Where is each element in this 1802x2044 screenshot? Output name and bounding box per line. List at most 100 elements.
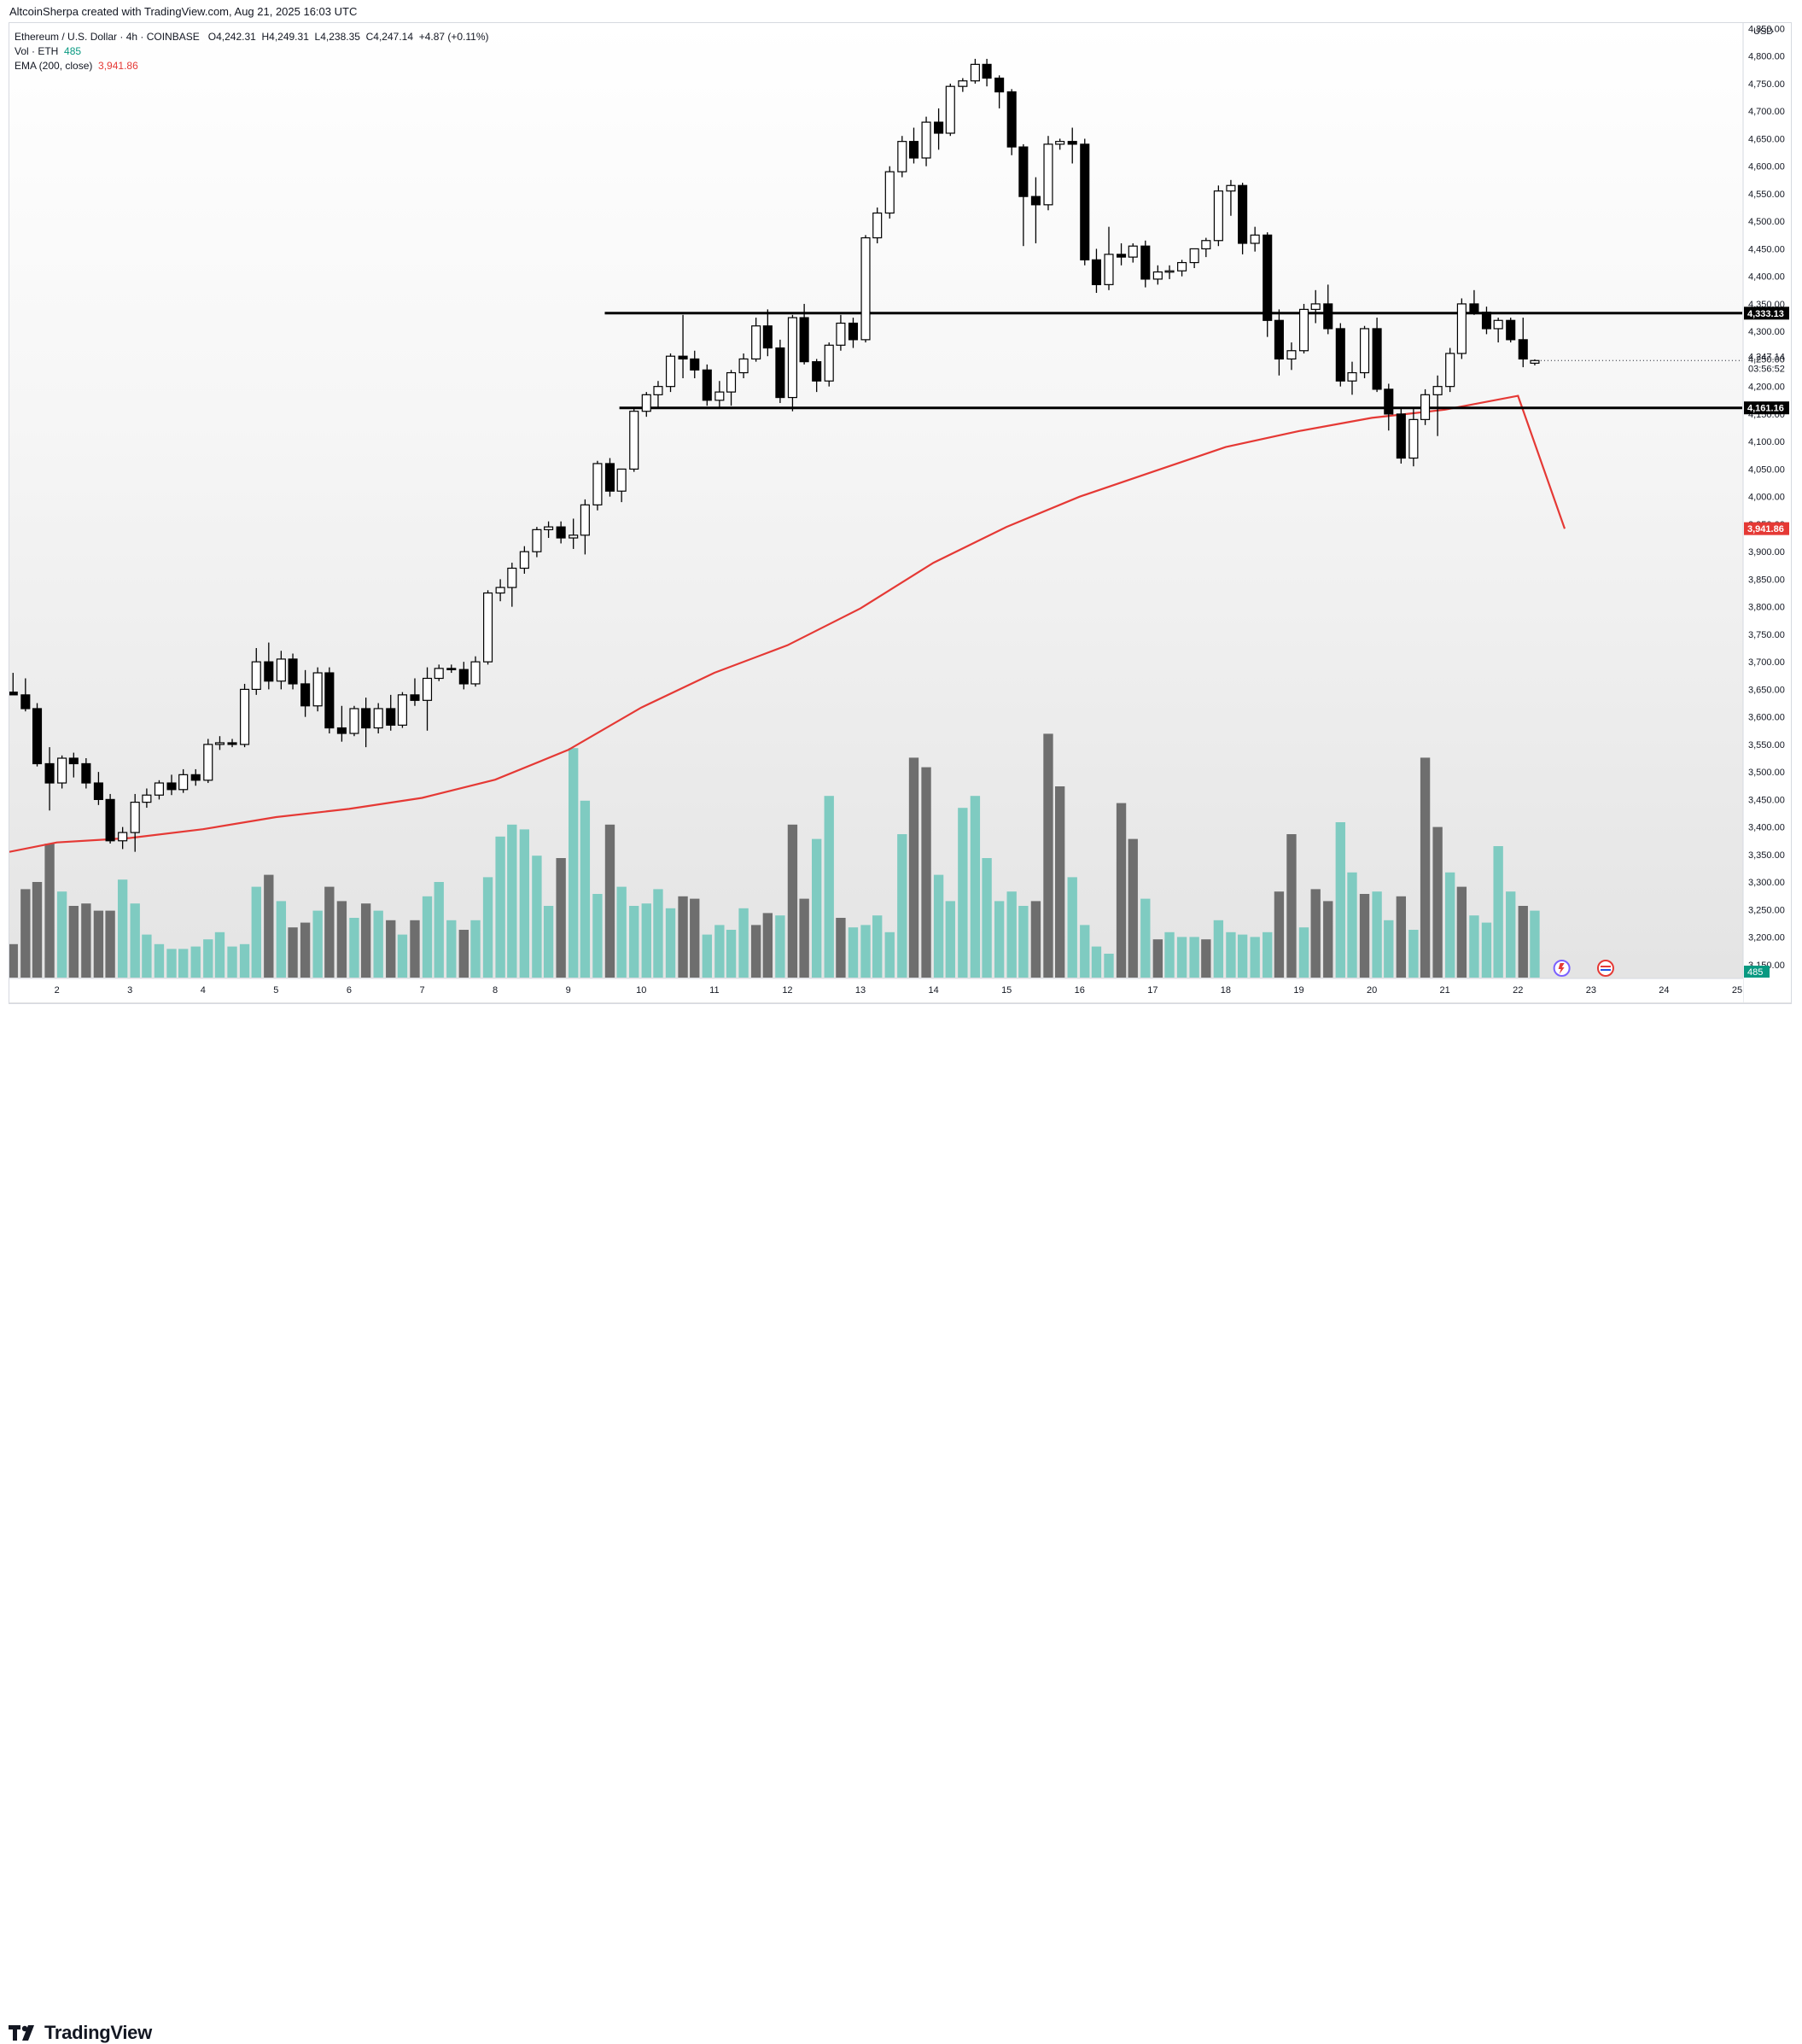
candle-body[interactable] — [1372, 328, 1382, 390]
candle-body[interactable] — [824, 344, 834, 382]
candle-body[interactable] — [544, 526, 554, 530]
candle-body[interactable] — [1152, 271, 1163, 280]
candle-body[interactable] — [1481, 312, 1492, 330]
candle-body[interactable] — [665, 355, 676, 388]
candle-body[interactable] — [532, 529, 542, 552]
candle-body[interactable] — [1067, 141, 1077, 145]
candle-body[interactable] — [349, 708, 359, 734]
chart-panel[interactable]: USD 3,150.00 3,200.00 3,250.00 3,300.00 3,350… — [9, 22, 1792, 1004]
candle-body[interactable] — [970, 63, 980, 82]
candle-body[interactable] — [1335, 328, 1345, 382]
candle-body[interactable] — [458, 669, 469, 685]
candle-body[interactable] — [812, 361, 822, 382]
candle-body[interactable] — [1043, 143, 1053, 206]
economic-event-flag-icon[interactable] — [1596, 960, 1614, 977]
candle-body[interactable] — [276, 658, 286, 682]
candle-body[interactable] — [678, 355, 688, 360]
candle-body[interactable] — [1530, 359, 1540, 364]
candle-body[interactable] — [908, 141, 919, 159]
candle-body[interactable] — [921, 121, 931, 159]
candle-body[interactable] — [240, 688, 250, 745]
candle-body[interactable] — [1104, 254, 1114, 285]
candle-body[interactable] — [787, 317, 797, 399]
candle-body[interactable] — [836, 322, 846, 346]
candle-body[interactable] — [227, 742, 237, 745]
candle-body[interactable] — [203, 744, 213, 781]
candle-body[interactable] — [1396, 413, 1406, 459]
candle-body[interactable] — [799, 317, 809, 363]
candle-body[interactable] — [860, 237, 871, 341]
candle-body[interactable] — [1408, 418, 1419, 459]
candle-body[interactable] — [1310, 303, 1321, 310]
candle-body[interactable] — [361, 708, 371, 729]
candle-body[interactable] — [470, 661, 481, 685]
candle-body[interactable] — [1445, 353, 1455, 388]
candle-body[interactable] — [897, 141, 907, 172]
candle-body[interactable] — [397, 694, 407, 726]
candle-body[interactable] — [130, 802, 140, 833]
candle-body[interactable] — [884, 171, 895, 214]
candle-body[interactable] — [154, 782, 164, 796]
candle-body[interactable] — [1030, 196, 1041, 206]
candle-body[interactable] — [20, 694, 31, 710]
candle-body[interactable] — [945, 85, 955, 134]
candle-body[interactable] — [1432, 386, 1443, 395]
candle-body[interactable] — [580, 504, 590, 536]
candle-body[interactable] — [1420, 394, 1431, 420]
candle-body[interactable] — [1189, 248, 1199, 264]
candle-body[interactable] — [288, 658, 298, 685]
candle-body[interactable] — [1055, 141, 1065, 145]
candle-body[interactable] — [105, 798, 115, 842]
candle-body[interactable] — [1469, 303, 1479, 313]
candle-body[interactable] — [653, 386, 663, 395]
candle-body[interactable] — [1213, 190, 1223, 242]
candle-body[interactable] — [751, 325, 761, 360]
candle-body[interactable] — [1274, 319, 1284, 360]
candle-body[interactable] — [166, 782, 177, 791]
candle-body[interactable] — [214, 742, 225, 745]
candle-body[interactable] — [1286, 350, 1297, 360]
candle-body[interactable] — [569, 534, 579, 539]
candle-body[interactable] — [483, 592, 493, 663]
price-chart[interactable]: USD3,150.003,200.003,250.003,300.003,350… — [9, 23, 1791, 1003]
candle-body[interactable] — [507, 567, 517, 588]
candle-body[interactable] — [616, 468, 627, 492]
candle-body[interactable] — [251, 661, 261, 690]
candle-body[interactable] — [519, 551, 529, 569]
candle-body[interactable] — [336, 727, 347, 734]
candle-body[interactable] — [1263, 234, 1273, 321]
candle-body[interactable] — [57, 757, 67, 784]
candle-body[interactable] — [982, 63, 992, 79]
candle-body[interactable] — [1128, 245, 1138, 258]
candle-body[interactable] — [324, 672, 335, 729]
candle-body[interactable] — [264, 661, 274, 682]
candle-body[interactable] — [1323, 303, 1333, 330]
candle-body[interactable] — [702, 369, 712, 401]
candle-body[interactable] — [495, 587, 505, 594]
time-axis[interactable] — [9, 978, 1743, 1002]
candle-body[interactable] — [386, 708, 396, 726]
candle-body[interactable] — [958, 80, 968, 87]
tradingview-logo[interactable]: TradingView — [9, 2022, 152, 2044]
candle-body[interactable] — [762, 325, 773, 349]
candle-body[interactable] — [1018, 146, 1029, 197]
candle-body[interactable] — [1080, 143, 1090, 260]
candle-body[interactable] — [629, 411, 639, 470]
ema-legend-row[interactable]: EMA (200, close) 3,941.86 — [15, 59, 489, 73]
candle-body[interactable] — [1177, 261, 1187, 272]
candle-body[interactable] — [178, 774, 189, 791]
ema-200-line[interactable] — [9, 394, 1566, 853]
candle-body[interactable] — [641, 394, 651, 412]
candle-body[interactable] — [726, 371, 737, 393]
candle-body[interactable] — [934, 121, 944, 134]
candle-body[interactable] — [1359, 328, 1370, 374]
candle-body[interactable] — [1298, 308, 1309, 352]
volume-legend-row[interactable]: Vol · ETH 485 — [15, 44, 489, 59]
candle-body[interactable] — [44, 762, 55, 784]
candle-body[interactable] — [81, 762, 91, 784]
candle-body[interactable] — [872, 212, 883, 239]
candle-body[interactable] — [434, 668, 444, 680]
candle-body[interactable] — [1201, 240, 1211, 250]
candle-body[interactable] — [1347, 371, 1357, 382]
candle-body[interactable] — [422, 677, 433, 701]
